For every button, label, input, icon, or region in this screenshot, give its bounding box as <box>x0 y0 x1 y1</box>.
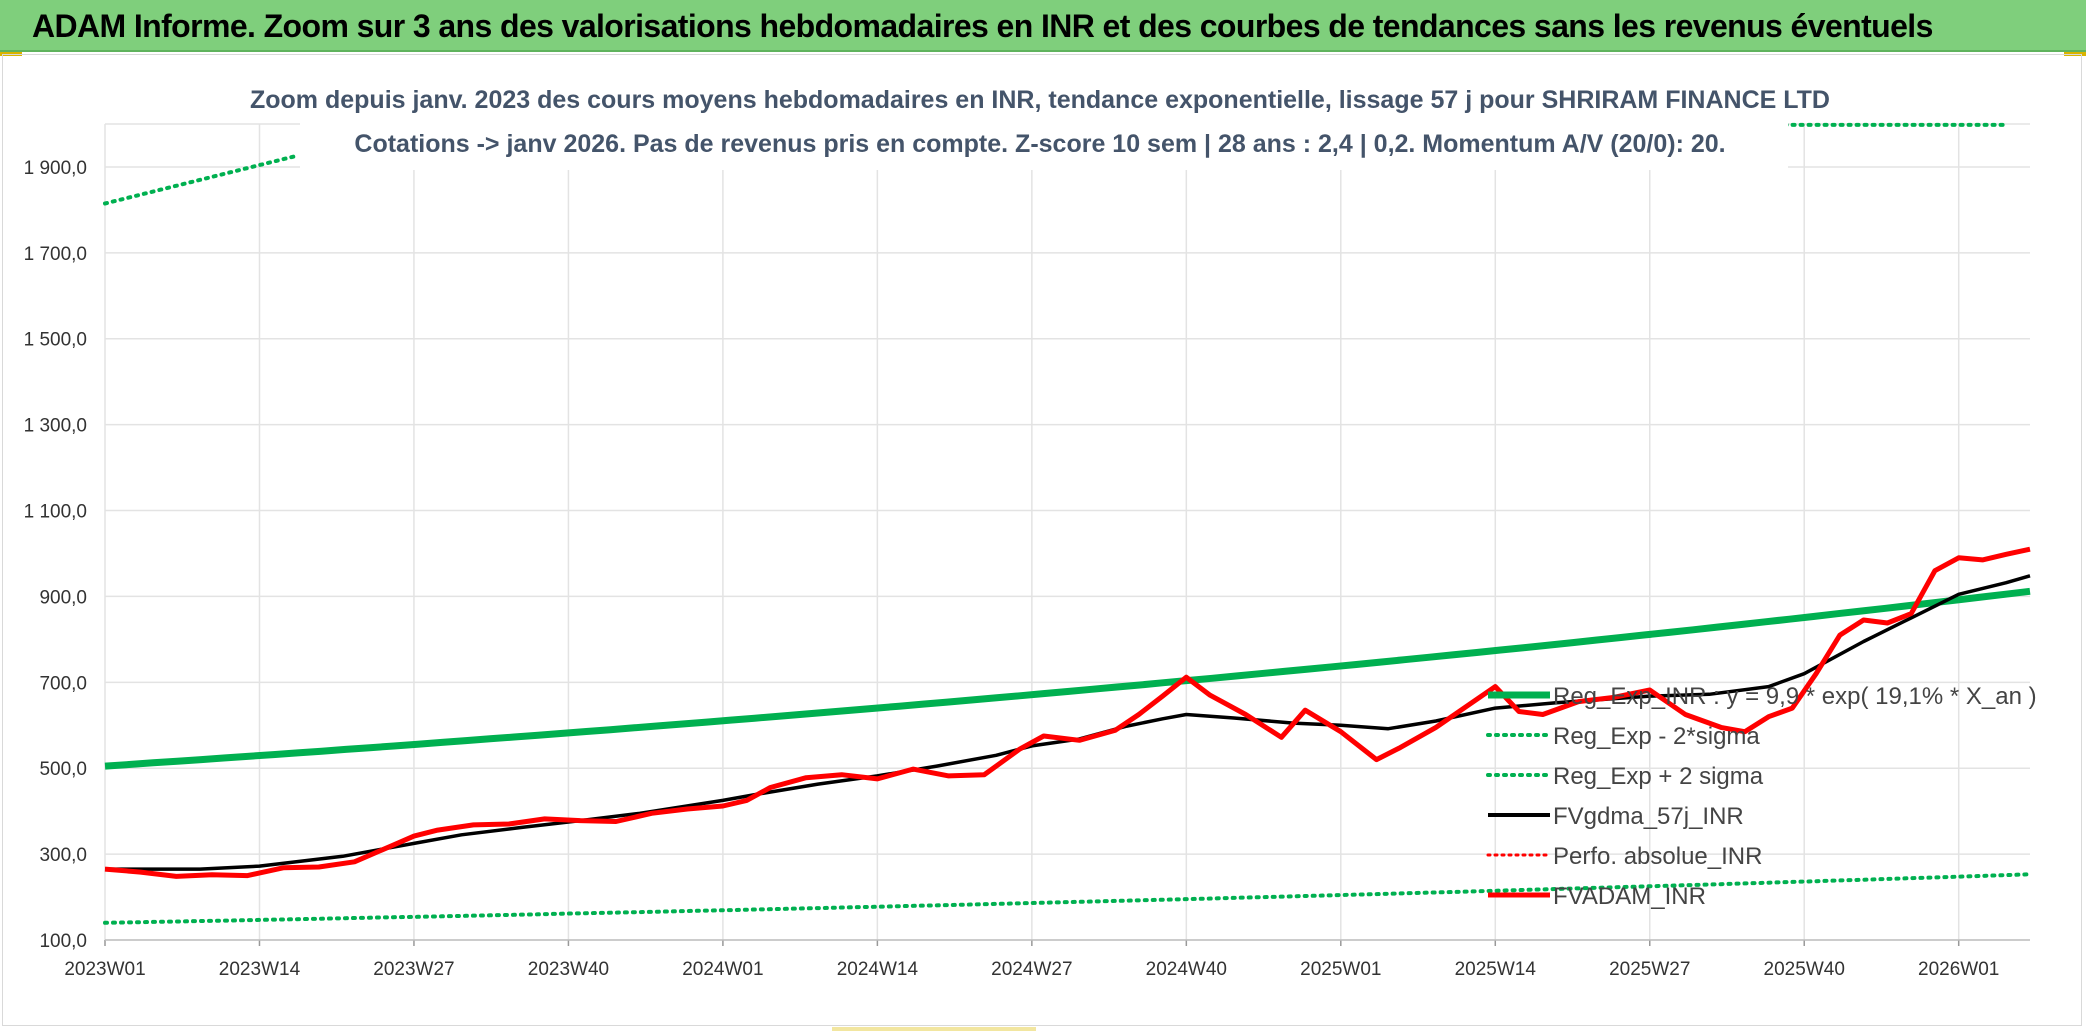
y-tick-label: 300,0 <box>39 845 87 866</box>
x-tick-label: 2025W01 <box>1300 959 1381 980</box>
legend-label-1: Reg_Exp - 2*sigma <box>1553 723 1760 750</box>
legend-label-3: FVgdma_57j_INR <box>1553 803 1744 830</box>
x-tick-label: 2023W40 <box>528 959 609 980</box>
x-tick-label: 2023W01 <box>64 959 145 980</box>
series-fvadam-inr <box>104 546 2031 879</box>
legend-label-2: Reg_Exp + 2 sigma <box>1553 763 1764 790</box>
chart-frame <box>2 54 2082 1026</box>
x-tick-label: 2024W27 <box>991 959 1072 980</box>
y-tick-label: 700,0 <box>39 673 87 694</box>
x-tick-label: 2023W27 <box>373 959 454 980</box>
x-tick-label: 2025W40 <box>1764 959 1845 980</box>
x-tick-label: 2023W14 <box>219 959 301 980</box>
y-tick-label: 1 700,0 <box>24 244 87 265</box>
series-reg-exp-2-sigma <box>103 872 2032 925</box>
legend-label-5: FVADAM_INR <box>1553 883 1706 910</box>
y-tick-label: 900,0 <box>39 587 87 608</box>
grid-layer <box>104 123 2030 946</box>
legend-label-4: Perfo. absolue_INR <box>1553 843 1762 870</box>
y-tick-label: 100,0 <box>39 931 87 952</box>
y-tick-label: 1 300,0 <box>24 416 87 437</box>
series-reg-exp-inr <box>104 587 2031 770</box>
series-layer <box>103 122 2032 925</box>
y-tick-label: 1 900,0 <box>24 158 87 179</box>
legend-label-0: Reg_Exp_INR : y = 9,9 * exp( 19,1% * X_a… <box>1553 683 2037 710</box>
series-reg-exp-2-sigma <box>103 154 298 206</box>
chart-title-line2: Cotations -> janv 2026. Pas de revenus p… <box>354 130 1725 158</box>
bottom-accent <box>832 1027 1036 1031</box>
header-banner: ADAM Informe. Zoom sur 3 ans des valoris… <box>0 0 2086 52</box>
series-fvgdma-57j-inr <box>105 574 2031 871</box>
x-tick-label: 2024W14 <box>837 959 919 980</box>
axis-labels: 100,0 300,0 500,0 700,0 900,0 1 100,0 1 300,0 1… <box>24 158 2000 980</box>
y-tick-label: 1 100,0 <box>24 502 87 523</box>
chart-title-line1: Zoom depuis janv. 2023 des cours moyens … <box>250 86 1830 114</box>
x-tick-label: 2025W14 <box>1455 959 1537 980</box>
y-tick-label: 500,0 <box>39 759 87 780</box>
title-backdrop <box>300 78 1788 170</box>
chart-legend: Reg_Exp_INR : y = 9,9 * exp( 19,1% * X_a… <box>1486 683 2037 910</box>
x-tick-label: 2026W01 <box>1918 959 1999 980</box>
x-tick-label: 2024W40 <box>1146 959 1227 980</box>
x-tick-label: 2024W01 <box>682 959 763 980</box>
y-tick-label: 1 500,0 <box>24 330 87 351</box>
x-tick-label: 2025W27 <box>1609 959 1690 980</box>
chart-title-group: Zoom depuis janv. 2023 des cours moyens … <box>250 78 1830 170</box>
banner-title: ADAM Informe. Zoom sur 3 ans des valoris… <box>32 8 1933 44</box>
